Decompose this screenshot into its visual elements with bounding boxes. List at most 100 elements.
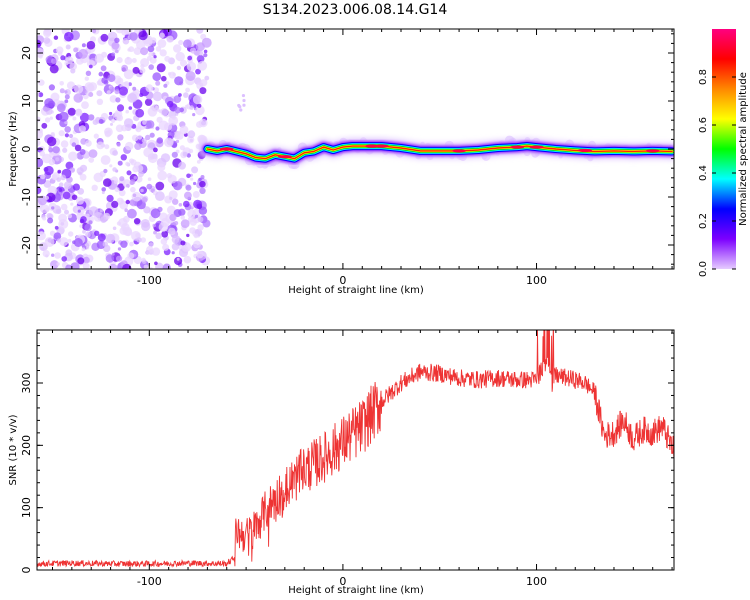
noise-speckle xyxy=(151,247,161,256)
noise-speckle xyxy=(166,35,174,43)
snr-axes: -100 0 100 0 100 200 300 xyxy=(20,330,674,588)
noise-speckle xyxy=(140,47,149,56)
noise-speckle xyxy=(112,150,118,156)
noise-speckle xyxy=(171,151,178,158)
noise-speckle xyxy=(80,216,87,223)
noise-speckle xyxy=(201,37,212,48)
noise-speckle xyxy=(116,104,125,112)
noise-speckle xyxy=(180,240,186,246)
noise-speckle xyxy=(72,116,77,121)
noise-speckle xyxy=(136,40,146,50)
noise-speckle xyxy=(126,208,137,219)
noise-speckle xyxy=(186,173,191,179)
noise-speckle xyxy=(79,224,83,228)
noise-speckle xyxy=(186,61,197,72)
ridge-hotspot xyxy=(277,155,292,159)
noise-speckle xyxy=(242,103,246,107)
snr-y-tick-label: 300 xyxy=(20,372,33,393)
noise-speckle xyxy=(58,182,64,187)
ridge-hotspot xyxy=(452,149,467,153)
noise-speckle xyxy=(129,32,138,41)
spectrogram-x-tick-label: 100 xyxy=(526,274,547,287)
noise-speckle xyxy=(131,58,137,63)
noise-speckle xyxy=(38,92,44,98)
noise-speckle xyxy=(57,169,62,174)
noise-speckle xyxy=(150,37,157,44)
noise-speckle xyxy=(105,233,115,244)
noise-speckle xyxy=(140,237,146,243)
noise-speckle xyxy=(117,160,123,166)
noise-speckle xyxy=(64,90,68,94)
colorbar-tick-label: 0.6 xyxy=(698,117,709,133)
noise-speckle xyxy=(158,120,169,131)
noise-speckle xyxy=(135,108,145,118)
noise-speckle xyxy=(171,115,176,120)
noise-speckle xyxy=(125,161,130,166)
noise-speckle xyxy=(193,181,197,186)
noise-speckle xyxy=(37,92,40,97)
noise-speckle xyxy=(204,75,210,81)
noise-speckle xyxy=(135,127,139,131)
colorbar-tick-label: 0.8 xyxy=(698,69,709,85)
noise-speckle xyxy=(116,142,121,147)
noise-speckle xyxy=(56,262,60,266)
noise-speckle xyxy=(168,227,176,236)
noise-speckle xyxy=(152,91,163,102)
noise-speckle xyxy=(111,41,120,50)
noise-speckle xyxy=(180,59,187,67)
noise-speckle xyxy=(109,164,113,168)
noise-speckle xyxy=(42,250,50,258)
noise-speckle xyxy=(43,167,49,172)
snr-x-tick-label: 100 xyxy=(526,575,547,588)
noise-speckle xyxy=(48,158,55,166)
noise-speckle xyxy=(68,133,74,139)
noise-speckle xyxy=(160,153,171,163)
noise-speckle xyxy=(38,128,43,134)
noise-speckle xyxy=(118,86,128,96)
noise-speckle xyxy=(198,50,204,56)
noise-speckle xyxy=(84,76,90,81)
spectrogram-x-axis-title: Height of straight line (km) xyxy=(288,285,424,296)
noise-speckle xyxy=(122,179,131,188)
noise-speckle xyxy=(51,58,57,64)
noise-speckle xyxy=(142,120,147,125)
noise-speckle xyxy=(129,199,136,206)
noise-speckle xyxy=(82,262,90,269)
noise-speckle xyxy=(175,51,185,62)
noise-speckle xyxy=(61,256,67,262)
noise-speckle xyxy=(171,243,180,251)
spectrogram-y-tick-label: 10 xyxy=(20,94,33,108)
noise-speckle xyxy=(64,31,74,42)
noise-speckle xyxy=(100,65,107,72)
noise-speckle xyxy=(109,111,113,116)
colorbar-tick-label: 0.4 xyxy=(698,165,709,181)
noise-speckle xyxy=(56,177,61,182)
noise-speckle xyxy=(127,252,135,260)
noise-speckle xyxy=(79,112,90,123)
noise-speckle xyxy=(77,257,85,265)
noise-speckle xyxy=(53,35,59,40)
noise-speckle xyxy=(171,251,175,255)
noise-speckle xyxy=(109,95,118,103)
noise-speckle xyxy=(118,218,128,228)
noise-speckle xyxy=(123,69,134,80)
noise-speckle xyxy=(59,81,64,86)
noise-speckle xyxy=(98,119,104,124)
noise-speckle xyxy=(155,181,165,191)
noise-speckle xyxy=(64,120,68,125)
noise-speckle xyxy=(183,92,189,98)
noise-speckle xyxy=(167,72,172,76)
snr-y-tick-label: 0 xyxy=(20,567,33,574)
colorbar-tick-label: 0.0 xyxy=(698,261,709,277)
noise-speckle xyxy=(55,157,60,162)
noise-speckle xyxy=(45,195,49,200)
noise-speckle xyxy=(185,87,191,93)
noise-speckle xyxy=(124,208,128,212)
noise-speckle xyxy=(116,221,121,226)
noise-speckle xyxy=(50,132,55,136)
noise-speckle xyxy=(141,257,146,262)
noise-speckle xyxy=(58,111,69,122)
noise-speckle xyxy=(53,232,62,240)
spectrogram-x-tick-label: 0 xyxy=(339,274,346,287)
noise-speckle xyxy=(114,113,122,121)
